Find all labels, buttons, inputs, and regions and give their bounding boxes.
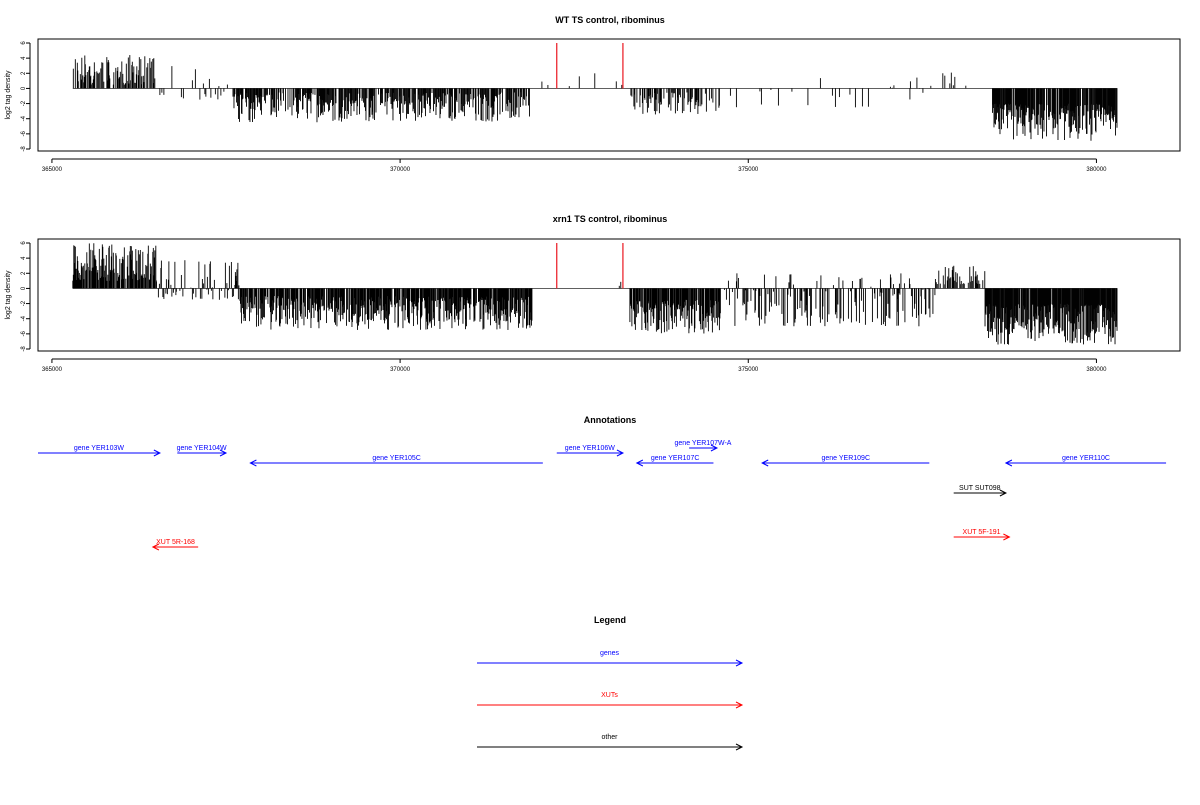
- legend-arrow-head: [735, 701, 744, 709]
- panel-xrn1-ts-control: xrn1 TS control, ribominus log2 tag dens…: [5, 214, 1181, 373]
- y-axis: 6 4 2 0 -2 -4 -6 -8: [21, 241, 31, 352]
- x-tick-label: 365000: [42, 367, 63, 373]
- y-tick-label: -2: [21, 300, 27, 306]
- chart-title: xrn1 TS control, ribominus: [553, 214, 668, 224]
- legend-items: genes XUTs other: [477, 650, 744, 751]
- x-tick-label: 365000: [42, 167, 63, 173]
- arrow-head: [249, 459, 257, 467]
- x-tick-label: 375000: [738, 167, 759, 173]
- legend-arrow-head: [735, 743, 744, 751]
- annotation-arrow: gene YER107W-A: [675, 440, 732, 452]
- y-tick-label: -4: [21, 315, 27, 321]
- data-bars: [72, 243, 1118, 345]
- arrow-head: [635, 459, 644, 467]
- arrow-head: [1003, 533, 1011, 541]
- y-axis-label: log2 tag density: [5, 70, 12, 120]
- legend-item-xut: XUTs: [477, 692, 744, 709]
- annotation-arrow: gene YER107C: [635, 455, 714, 467]
- annotation-arrow: XUT 5R-168: [151, 539, 199, 551]
- legend-label: XUTs: [601, 692, 618, 699]
- annotation-arrow: gene YER104W: [177, 445, 228, 457]
- annotation-label: gene YER109C: [821, 455, 870, 462]
- data-bars: [72, 55, 1118, 141]
- y-tick-label: 0: [21, 286, 27, 290]
- arrow-head: [761, 459, 769, 467]
- legend-title: Legend: [594, 615, 626, 625]
- y-tick-label: 6: [21, 241, 27, 245]
- arrow-head: [616, 449, 625, 457]
- y-tick-label: 4: [21, 56, 27, 60]
- x-tick-label: 375000: [738, 367, 759, 373]
- annotation-arrow: gene YER103W: [38, 445, 161, 457]
- annotations-title: Annotations: [584, 415, 637, 425]
- arrow-head: [151, 543, 160, 551]
- y-tick-label: -6: [21, 331, 27, 337]
- x-axis: 365000 370000 375000 380000: [42, 158, 1107, 173]
- annotation-label: gene YER110C: [1062, 455, 1110, 462]
- annotation-label: gene YER104W: [177, 445, 227, 452]
- annotation-label: gene YER107W-A: [675, 440, 732, 447]
- legend-label: other: [602, 734, 619, 741]
- annotation-label: XUT 5F-191: [963, 529, 1001, 536]
- x-tick-label: 370000: [390, 167, 411, 173]
- chart-title: WT TS control, ribominus: [555, 15, 665, 25]
- y-tick-label: 2: [21, 271, 27, 275]
- annotation-label: SUT SUT098: [959, 485, 1001, 492]
- y-tick-label: 6: [21, 41, 27, 45]
- x-tick-label: 380000: [1086, 367, 1107, 373]
- legend-label: genes: [600, 650, 620, 657]
- y-tick-label: -6: [21, 131, 27, 137]
- highlight-bars: [556, 43, 624, 89]
- annotation-items: gene YER103W gene YER104W gene YER105C gene…: [38, 440, 1167, 551]
- legend-item-other: other: [477, 734, 744, 751]
- arrow-head: [710, 444, 719, 452]
- annotation-label: XUT 5R-168: [156, 539, 195, 546]
- y-tick-label: 4: [21, 256, 27, 260]
- y-axis: 6 4 2 0 -2 -4 -6 -8: [21, 41, 31, 152]
- annotation-arrow: gene YER105C: [249, 455, 543, 467]
- legend-panel: Legend genes XUTs other: [477, 615, 744, 751]
- annotation-label: gene YER107C: [651, 455, 700, 462]
- annotations-panel: Annotations gene YER103W gene YER104Wgene…: [38, 415, 1167, 551]
- y-tick-label: -8: [21, 346, 27, 352]
- annotation-arrow: gene YER106W: [556, 445, 625, 457]
- arrow-head: [999, 489, 1008, 497]
- plot-frame: [37, 238, 1181, 352]
- annotation-label: gene YER105C: [372, 455, 421, 462]
- y-tick-label: -8: [21, 146, 27, 152]
- annotation-label: gene YER106W: [565, 445, 615, 452]
- annotation-arrow: XUT 5F-191: [953, 529, 1011, 541]
- annotation-arrow: gene YER110C: [1004, 455, 1167, 467]
- plot-frame: [37, 38, 1181, 152]
- annotation-arrow: gene YER109C: [761, 455, 930, 467]
- legend-arrow-head: [735, 659, 744, 667]
- highlight-bars: [556, 243, 624, 289]
- y-tick-label: 2: [21, 71, 27, 75]
- y-tick-label: 0: [21, 86, 27, 90]
- x-axis: 365000 370000 375000 380000: [42, 358, 1107, 373]
- legend-item-gene: genes: [477, 650, 744, 667]
- x-tick-label: 370000: [390, 367, 411, 373]
- annotation-label: gene YER103W: [74, 445, 124, 452]
- y-tick-label: -2: [21, 100, 27, 106]
- arrow-head: [1004, 459, 1013, 467]
- arrow-head: [153, 449, 161, 457]
- y-axis-label: log2 tag density: [5, 270, 12, 320]
- annotation-arrow: SUT SUT098: [953, 485, 1008, 497]
- panel-wt-ts-control: WT TS control, ribominus log2 tag densit…: [5, 15, 1181, 173]
- arrow-head: [219, 449, 228, 457]
- y-tick-label: -4: [21, 115, 27, 121]
- x-tick-label: 380000: [1086, 167, 1107, 173]
